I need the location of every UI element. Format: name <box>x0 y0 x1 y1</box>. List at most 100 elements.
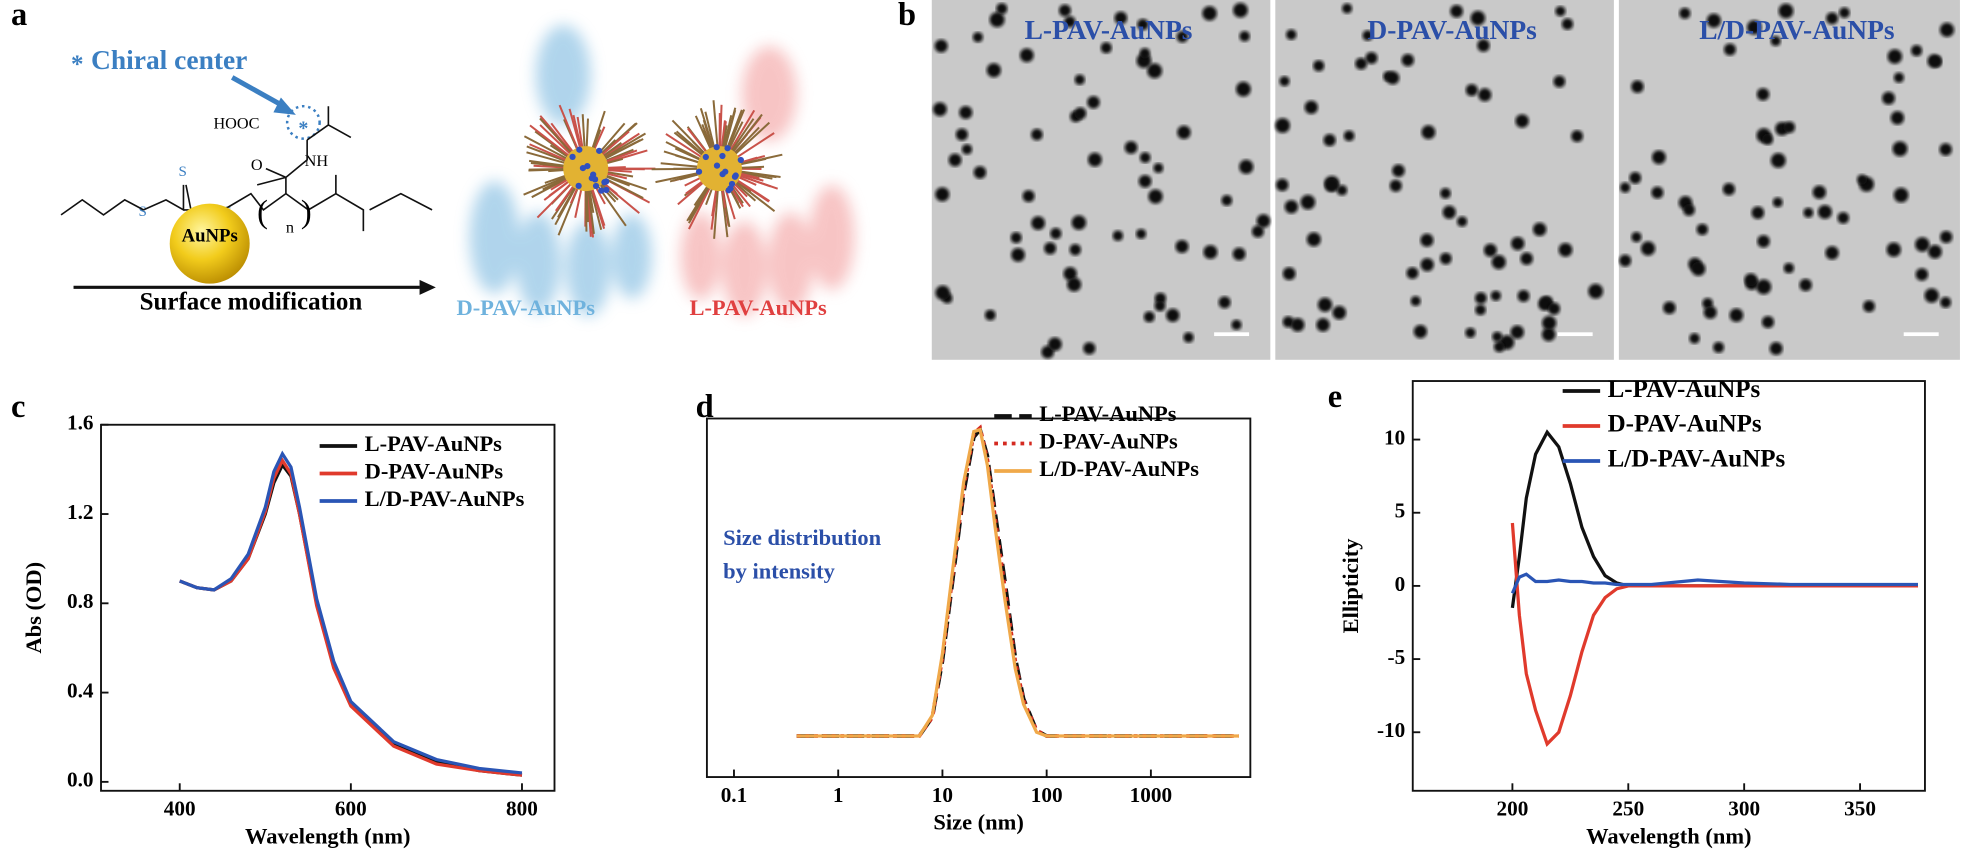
particle <box>1783 262 1795 274</box>
series-line <box>1510 572 1918 594</box>
y-axis-label: Ellipticity <box>1338 538 1363 634</box>
particle <box>1143 311 1155 323</box>
particle <box>1154 300 1166 312</box>
image-title: L/D-PAV-AuNPs <box>1699 15 1895 45</box>
nanoparticle <box>651 100 783 239</box>
particle <box>986 63 1001 78</box>
particle <box>1706 13 1721 28</box>
atom <box>732 172 739 179</box>
particle <box>1803 207 1814 218</box>
image-title: L-PAV-AuNPs <box>1025 15 1193 45</box>
particle <box>1588 283 1604 299</box>
y-tick-label: 5 <box>1395 499 1406 523</box>
particle <box>1769 342 1783 356</box>
annotation: by intensity <box>723 559 836 584</box>
x-tick-label: 1 <box>833 783 844 807</box>
particle <box>1282 267 1296 281</box>
particle <box>1474 292 1487 305</box>
particle <box>1541 327 1556 342</box>
particle <box>1010 232 1022 244</box>
hand-left <box>469 24 652 317</box>
tem-image <box>1618 0 1960 360</box>
particle <box>1139 152 1151 163</box>
particle <box>1696 223 1709 236</box>
paren: ) <box>301 194 312 230</box>
x-tick-label: 10 <box>932 783 953 807</box>
particle <box>1139 47 1151 59</box>
particle <box>1928 244 1942 259</box>
particle <box>1839 7 1850 19</box>
particle <box>1450 4 1463 18</box>
particle <box>1886 242 1901 257</box>
particle <box>1631 80 1644 93</box>
particle <box>1887 49 1903 64</box>
particle <box>1837 212 1850 224</box>
x-tick-label: 0.1 <box>721 783 748 807</box>
particle <box>933 102 947 117</box>
particle <box>1114 11 1128 25</box>
particle <box>1276 178 1289 192</box>
particle <box>1893 72 1905 83</box>
particle <box>1406 267 1419 280</box>
plot-frame <box>100 423 556 792</box>
chem: O <box>251 156 263 174</box>
particle <box>1757 235 1770 248</box>
series-line <box>796 427 1239 738</box>
particle <box>1256 214 1271 228</box>
legend-label: L-PAV-AuNPs <box>365 431 503 456</box>
particle <box>1365 51 1378 64</box>
atom <box>592 182 600 190</box>
particle <box>1629 172 1642 184</box>
y-tick-label: 1.2 <box>67 500 94 524</box>
particle <box>1911 45 1923 57</box>
particle <box>1153 163 1164 174</box>
particle <box>1124 141 1138 154</box>
particle <box>1517 290 1530 302</box>
series-line <box>179 461 523 777</box>
particle <box>1166 308 1180 322</box>
particle <box>1561 18 1574 30</box>
particle <box>1532 222 1547 237</box>
atom <box>584 162 591 170</box>
particle <box>1031 128 1043 141</box>
image-title: D-PAV-AuNPs <box>1367 15 1537 45</box>
particle <box>1235 81 1251 97</box>
particle <box>1325 178 1339 192</box>
particle-label: D-PAV-AuNPs <box>456 295 595 320</box>
y-tick-label: 0.4 <box>67 678 94 702</box>
particle <box>1511 236 1525 251</box>
chem: NH <box>305 152 329 170</box>
particle <box>1761 315 1775 329</box>
particle <box>1915 268 1929 281</box>
particle <box>1890 111 1905 125</box>
particle <box>1679 7 1691 19</box>
particle <box>1392 164 1405 177</box>
atom <box>575 182 582 189</box>
atom <box>702 153 709 161</box>
particle <box>1651 150 1666 165</box>
panel-a: a * Chiral center HOOC * NH O S S S n ( … <box>11 0 855 320</box>
particle <box>1284 200 1299 214</box>
particle <box>1762 133 1774 145</box>
series-line <box>179 450 523 775</box>
particle <box>1812 185 1827 199</box>
particle <box>1751 206 1765 220</box>
particle <box>1940 230 1953 244</box>
chem-star: * <box>298 118 308 140</box>
particle <box>1475 304 1486 316</box>
particle <box>1863 300 1875 313</box>
particle <box>1063 267 1077 281</box>
particle <box>1221 195 1233 206</box>
particle <box>1343 130 1355 142</box>
particle <box>1177 125 1191 140</box>
particle <box>1491 255 1506 270</box>
atom <box>713 162 721 169</box>
particle <box>1420 258 1434 272</box>
core-label: AuNPs <box>182 226 238 247</box>
annotation: Size distribution <box>723 525 881 550</box>
tem-image <box>931 0 1271 360</box>
particle <box>1723 43 1736 56</box>
y-tick-label: 0.0 <box>67 768 94 792</box>
particle <box>1483 243 1497 257</box>
particle <box>1439 252 1452 265</box>
